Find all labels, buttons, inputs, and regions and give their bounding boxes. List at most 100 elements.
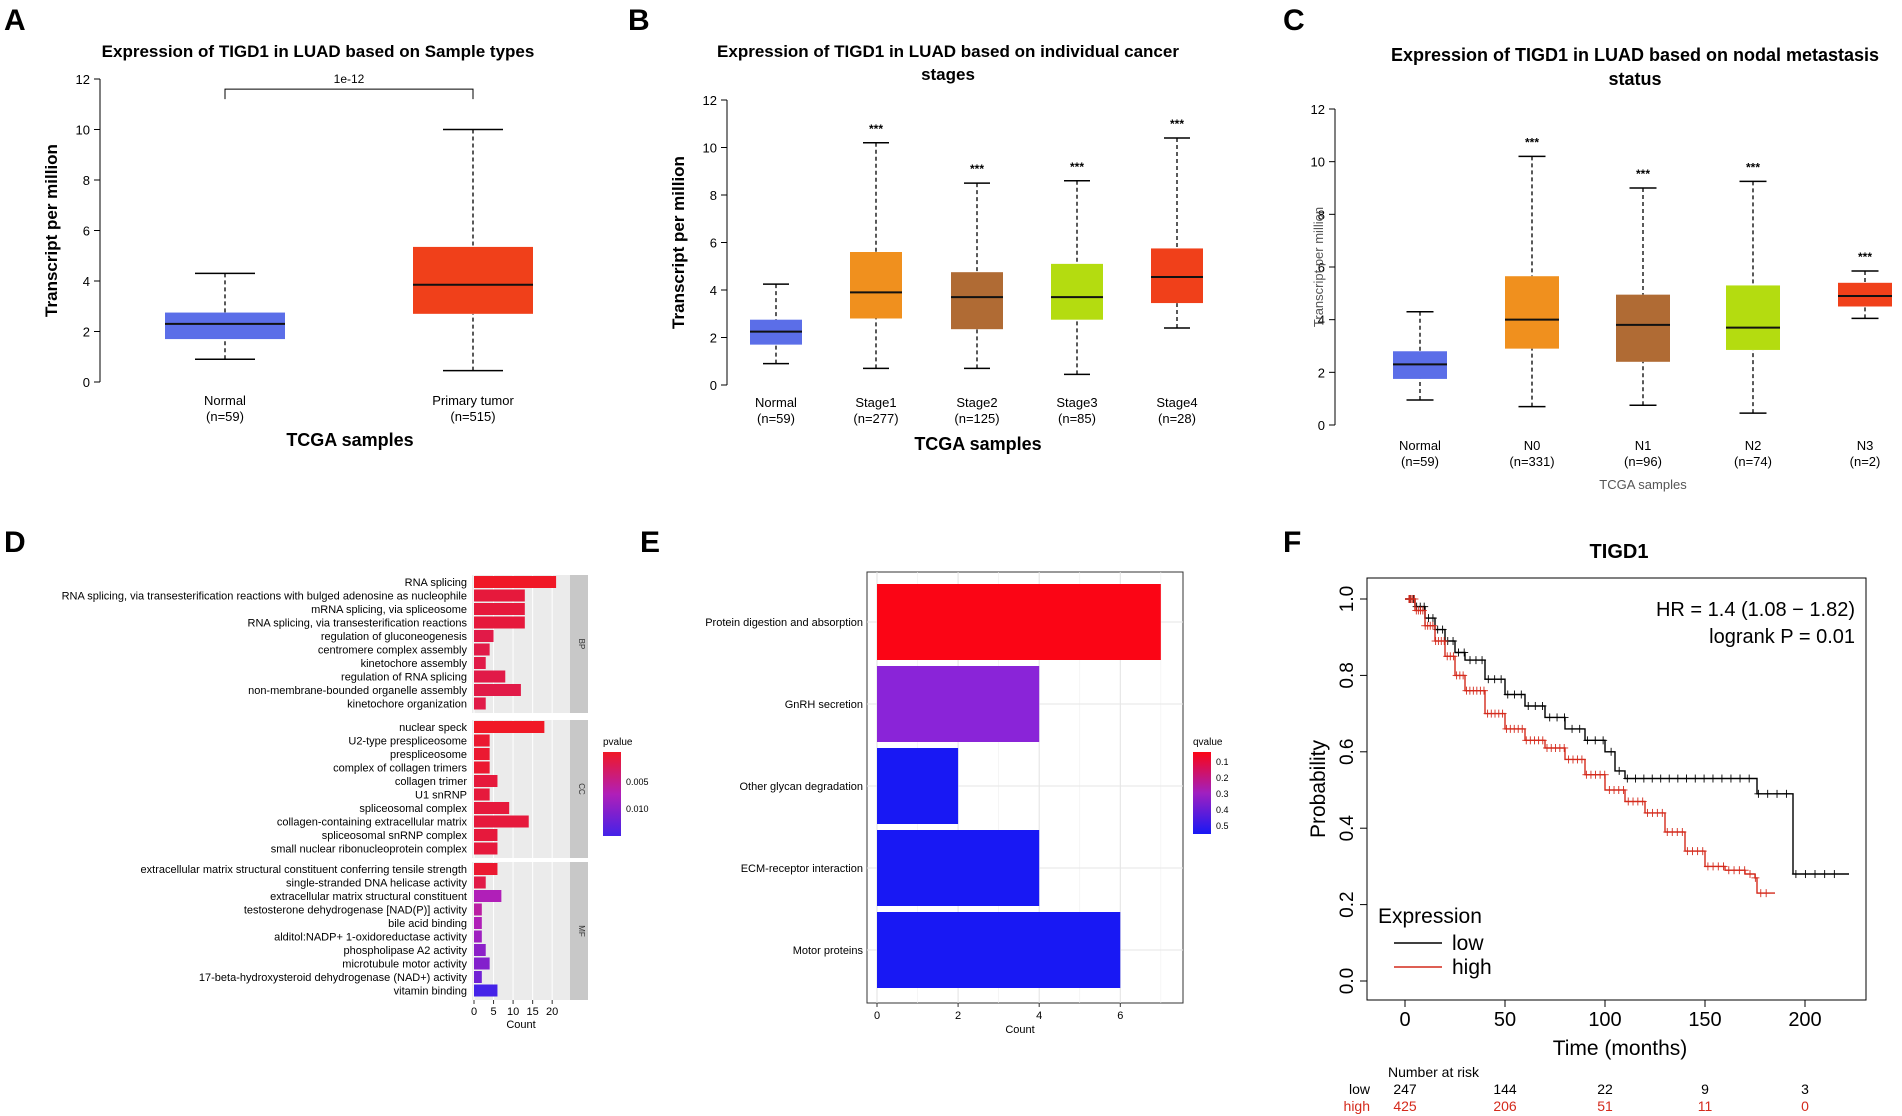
- bar: [877, 666, 1040, 742]
- box: [1726, 285, 1780, 350]
- bar: [474, 616, 525, 629]
- legend-tick-label: 0.005: [626, 777, 649, 787]
- panel-letter-b: B: [628, 4, 650, 37]
- boxplot-panel-b: Expression of TIGD1 in LUAD based on ind…: [669, 42, 1203, 454]
- y-tick-label: 0: [1318, 418, 1325, 433]
- box-group: *** Stage3(n=85): [1051, 160, 1103, 426]
- box: [951, 272, 1003, 330]
- term-label: prespliceosome: [390, 749, 467, 761]
- category-label: Normal: [204, 393, 246, 408]
- category-n-label: (n=59): [206, 409, 244, 424]
- category-n-label: (n=125): [954, 411, 999, 426]
- facet-strip-label: BP: [577, 639, 586, 650]
- box-group: Normal(n=59): [750, 283, 802, 426]
- box: [413, 246, 533, 314]
- bar: [474, 863, 498, 875]
- legend-tick-label: 0.010: [626, 804, 649, 814]
- category-label: Stage4: [1156, 395, 1197, 410]
- term-label: Protein digestion and absorption: [705, 617, 863, 629]
- category-n-label: (n=59): [757, 411, 795, 426]
- term-label: Other glycan degradation: [739, 781, 863, 793]
- bar: [474, 748, 490, 760]
- bar: [474, 589, 525, 602]
- category-label: Stage3: [1056, 395, 1097, 410]
- bar: [474, 761, 490, 774]
- box-group: *** N3(n=2): [1838, 250, 1892, 469]
- bar: [474, 684, 521, 696]
- facet-strip: [570, 862, 588, 1000]
- term-label: RNA splicing, via transesterification re…: [248, 618, 468, 630]
- x-tick-label: 10: [507, 1006, 519, 1018]
- panel-letter-d: D: [4, 526, 26, 559]
- significance-label: ***: [1858, 250, 1872, 264]
- x-tick-label: 0: [874, 1010, 880, 1022]
- box-group: *** N1(n=96): [1616, 167, 1670, 469]
- bar: [474, 903, 482, 916]
- facet-background: [472, 862, 570, 1000]
- facet-bp: BP RNA splicing RNA splicing, via transest…: [62, 575, 588, 713]
- x-tick-label: 150: [1688, 1009, 1721, 1031]
- significance-label: ***: [1070, 160, 1084, 174]
- significance-label: ***: [1525, 135, 1539, 149]
- term-label: small nuclear ribonucleoprotein complex: [271, 844, 468, 856]
- bar: [474, 697, 486, 710]
- x-tick-label: 0: [471, 1006, 477, 1018]
- chart-title: Expression of TIGD1 in LUAD based on nod…: [1391, 45, 1879, 65]
- facet-cc: CC nuclear speck U2-type prespliceosomepre…: [271, 720, 588, 858]
- x-axis-label: Count: [1005, 1024, 1034, 1036]
- bar: [474, 829, 498, 841]
- risk-value: 206: [1493, 1098, 1517, 1114]
- x-tick-label: 6: [1117, 1010, 1123, 1022]
- pvalue-legend: pvalue 0.005 0.010: [603, 737, 649, 836]
- y-axis-label: Transcript per million: [42, 144, 61, 317]
- y-tick-label: 12: [1311, 102, 1325, 117]
- hazard-ratio-text: HR = 1.4 (1.08 − 1.82): [1656, 599, 1855, 621]
- legend-tick-label: 0.3: [1216, 789, 1229, 799]
- y-tick-label: 8: [1318, 207, 1325, 222]
- x-axis-label: Time (months): [1553, 1037, 1688, 1060]
- x-axis-label: TCGA samples: [286, 430, 413, 450]
- y-axis-label: Transcript per million: [1311, 207, 1326, 327]
- term-label: regulation of RNA splicing: [341, 672, 467, 684]
- term-label: testosterone dehydrogenase [NAD(P)] acti…: [244, 905, 468, 917]
- legend-label-low: low: [1452, 932, 1484, 955]
- legend-tick-label: 0.5: [1216, 821, 1229, 831]
- x-tick-label: 5: [490, 1006, 496, 1018]
- facet-strip-label: MF: [577, 925, 586, 937]
- y-tick-label: 2: [710, 331, 717, 346]
- y-axis-label: Transcript per million: [669, 156, 688, 329]
- bar: [474, 930, 482, 943]
- term-label: complex of collagen trimers: [333, 763, 467, 775]
- category-n-label: (n=85): [1058, 411, 1096, 426]
- y-tick-label: 12: [703, 93, 717, 108]
- bar: [474, 876, 486, 889]
- chart-title: TIGD1: [1590, 541, 1649, 563]
- y-tick-label: 6: [710, 236, 717, 251]
- term-label: bile acid binding: [388, 918, 467, 930]
- bar: [474, 721, 545, 733]
- category-n-label: (n=331): [1509, 454, 1554, 469]
- survival-panel: TIGD1 0.0 0.2 0.4 0.6 0.8 1.0 0 50 100 150 200 Proba…: [1307, 541, 1867, 1114]
- category-label: N0: [1524, 438, 1541, 453]
- bar: [474, 734, 490, 747]
- bar: [877, 830, 1040, 906]
- box-group: *** Stage4(n=28): [1151, 117, 1203, 426]
- risk-table: Number at risk low 247 144 22 9 3 high 425 206 51 1…: [1344, 1064, 1810, 1114]
- risk-value: 9: [1701, 1081, 1709, 1097]
- category-label: Normal: [755, 395, 797, 410]
- facet-strip: [570, 575, 588, 713]
- boxplot-panel-a: Expression of TIGD1 in LUAD based on Sam…: [42, 42, 534, 450]
- box-group: Normal(n=59): [165, 272, 285, 424]
- y-tick-label: 4: [83, 274, 90, 289]
- risk-row-label: low: [1349, 1081, 1371, 1097]
- category-label: Stage2: [956, 395, 997, 410]
- category-label: N1: [1635, 438, 1652, 453]
- term-label: mRNA splicing, via spliceosome: [311, 604, 467, 616]
- bar: [474, 957, 490, 970]
- risk-value: 425: [1393, 1098, 1417, 1114]
- censor-marks-high: [1405, 595, 1771, 898]
- chart-title: Expression of TIGD1 in LUAD based on Sam…: [102, 42, 535, 61]
- qvalue-legend: qvalue 0.1 0.2 0.3 0.4 0.5: [1193, 737, 1229, 834]
- term-label: 17-beta-hydroxysteroid dehydrogenase (NA…: [199, 972, 468, 984]
